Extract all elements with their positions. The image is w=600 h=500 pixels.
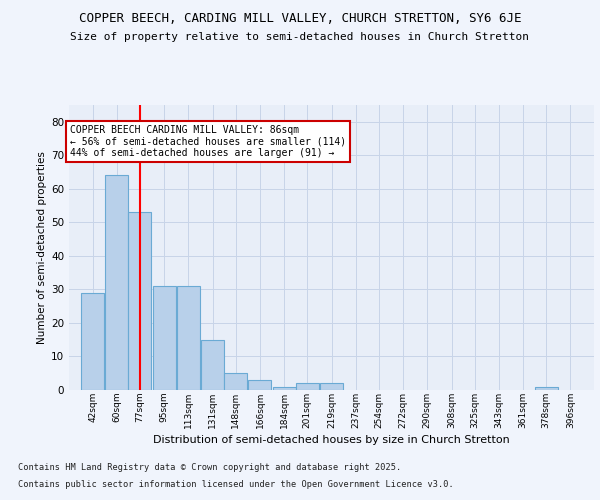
Text: COPPER BEECH, CARDING MILL VALLEY, CHURCH STRETTON, SY6 6JE: COPPER BEECH, CARDING MILL VALLEY, CHURC… <box>79 12 521 26</box>
Bar <box>296 384 319 390</box>
Bar <box>535 386 557 390</box>
Text: Size of property relative to semi-detached houses in Church Stretton: Size of property relative to semi-detach… <box>71 32 530 42</box>
Bar <box>106 176 128 390</box>
Bar <box>224 373 247 390</box>
Text: Contains HM Land Registry data © Crown copyright and database right 2025.: Contains HM Land Registry data © Crown c… <box>18 464 401 472</box>
Bar <box>152 286 176 390</box>
Y-axis label: Number of semi-detached properties: Number of semi-detached properties <box>37 151 47 344</box>
Text: Contains public sector information licensed under the Open Government Licence v3: Contains public sector information licen… <box>18 480 454 489</box>
X-axis label: Distribution of semi-detached houses by size in Church Stretton: Distribution of semi-detached houses by … <box>153 434 510 444</box>
Bar <box>128 212 151 390</box>
Bar <box>273 386 296 390</box>
Bar <box>320 384 343 390</box>
Bar <box>248 380 271 390</box>
Text: COPPER BEECH CARDING MILL VALLEY: 86sqm
← 56% of semi-detached houses are smalle: COPPER BEECH CARDING MILL VALLEY: 86sqm … <box>70 125 346 158</box>
Bar <box>81 293 104 390</box>
Bar <box>177 286 200 390</box>
Bar <box>201 340 224 390</box>
